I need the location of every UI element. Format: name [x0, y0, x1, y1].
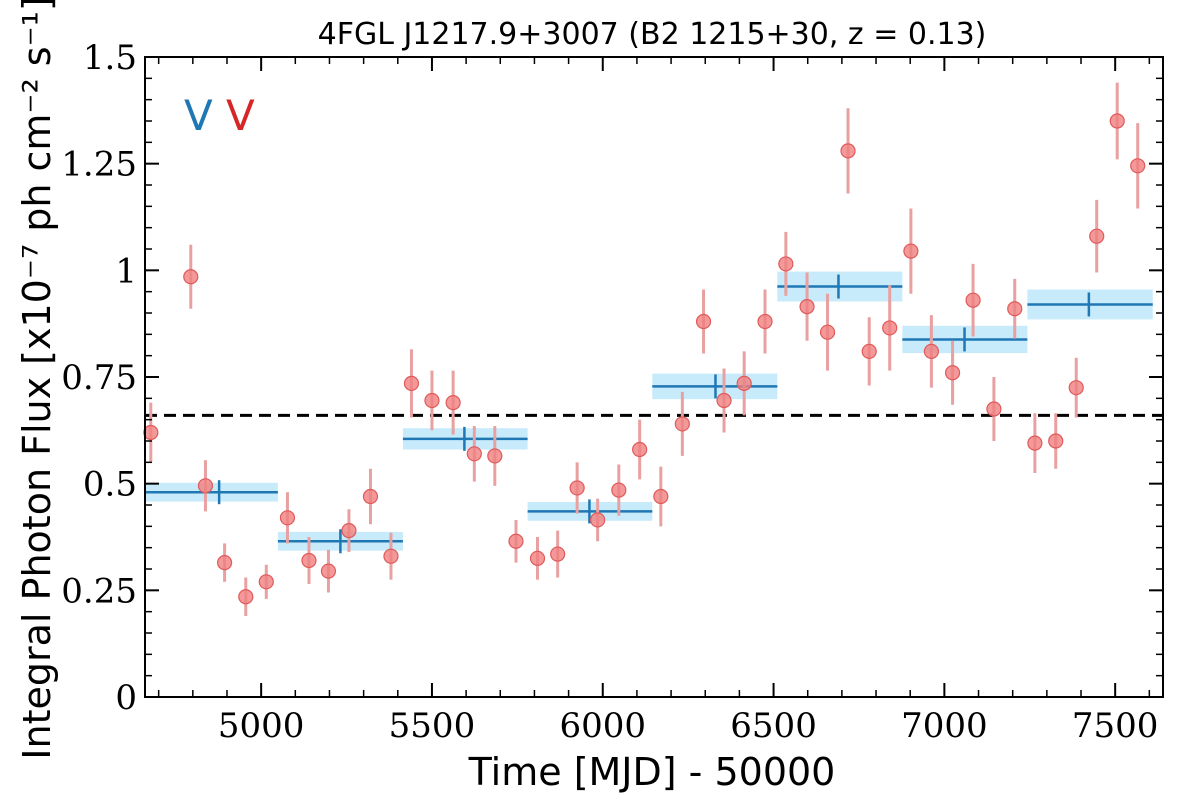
x-tick-label: 7000 [901, 706, 988, 746]
y-axis-label: Integral Photon Flux [x10⁻⁷ ph cm⁻² s⁻¹] [15, 0, 59, 760]
flux-point [403, 375, 420, 391]
flux-point [258, 574, 274, 590]
y-tick-label: 1 [115, 251, 137, 291]
flux-points-layer [143, 82, 1146, 616]
flux-point [550, 546, 566, 562]
flux-point [362, 488, 379, 505]
flux-point [882, 320, 898, 336]
flux-point [819, 324, 836, 340]
y-tick-label: 0.25 [61, 571, 137, 611]
y-tick-label: 0.5 [83, 465, 137, 505]
x-tick-label: 6500 [730, 706, 817, 746]
flux-point [1130, 158, 1146, 174]
flux-point [466, 446, 482, 462]
flux-point [197, 478, 214, 494]
flux-point [590, 512, 606, 528]
flux-point [716, 392, 732, 409]
flux-point [1068, 380, 1084, 396]
flux-point [383, 548, 399, 564]
flux-point [653, 488, 669, 505]
x-axis-ticks: 5000 5500 6000 6500 7000 7500 [157, 57, 1159, 746]
flux-point [903, 243, 919, 259]
flux-point [301, 552, 317, 569]
flux-point [778, 256, 794, 272]
flux-point [143, 424, 159, 441]
flux-point [861, 343, 877, 359]
flux-point [341, 522, 357, 539]
flux-point [1109, 113, 1125, 129]
chart-title: 4FGL J1217.9+3007 (B2 1215+30, z = 0.13) [318, 17, 987, 52]
x-tick-label: 6000 [559, 706, 646, 746]
flux-point [840, 143, 856, 159]
flux-point [695, 313, 712, 330]
flux-point [1048, 433, 1064, 449]
flux-point [757, 313, 773, 330]
flux-point [320, 563, 337, 579]
x-tick-label: 5000 [218, 706, 305, 746]
flux-point [424, 392, 440, 409]
flux-point [1027, 435, 1043, 451]
flux-point [508, 533, 524, 549]
flux-point [965, 292, 981, 308]
flux-point [632, 441, 648, 458]
flux-point [736, 375, 752, 391]
flux-point [1089, 228, 1105, 244]
x-axis-label: Time [MJD] - 50000 [468, 750, 836, 794]
y-tick-label: 1.25 [61, 145, 137, 185]
marker-v-red: V [226, 91, 255, 140]
flux-point [279, 510, 296, 526]
y-axis-ticks: 0 0.25 0.5 0.75 1 1.25 1.5 [61, 38, 1163, 718]
x-tick-label: 5500 [389, 706, 476, 746]
flux-point [986, 401, 1002, 417]
x-tick-label: 7500 [1072, 706, 1159, 746]
flux-point [944, 365, 961, 381]
y-tick-label: 0.75 [61, 358, 137, 398]
marker-v-blue: V [184, 91, 213, 140]
flux-point [238, 589, 254, 605]
flux-point [445, 395, 461, 411]
y-tick-label: 0 [115, 678, 137, 718]
flux-point [216, 554, 233, 571]
binned-flux-layer [145, 271, 1153, 554]
flux-point [529, 550, 546, 566]
flux-point [611, 482, 627, 498]
flux-point [487, 448, 503, 464]
flux-point [674, 416, 690, 432]
flux-point [1007, 301, 1023, 317]
flux-point [923, 343, 939, 359]
flux-point [569, 480, 585, 496]
flux-point [799, 299, 815, 315]
flux-point [183, 269, 199, 285]
y-tick-label: 1.5 [83, 38, 137, 78]
